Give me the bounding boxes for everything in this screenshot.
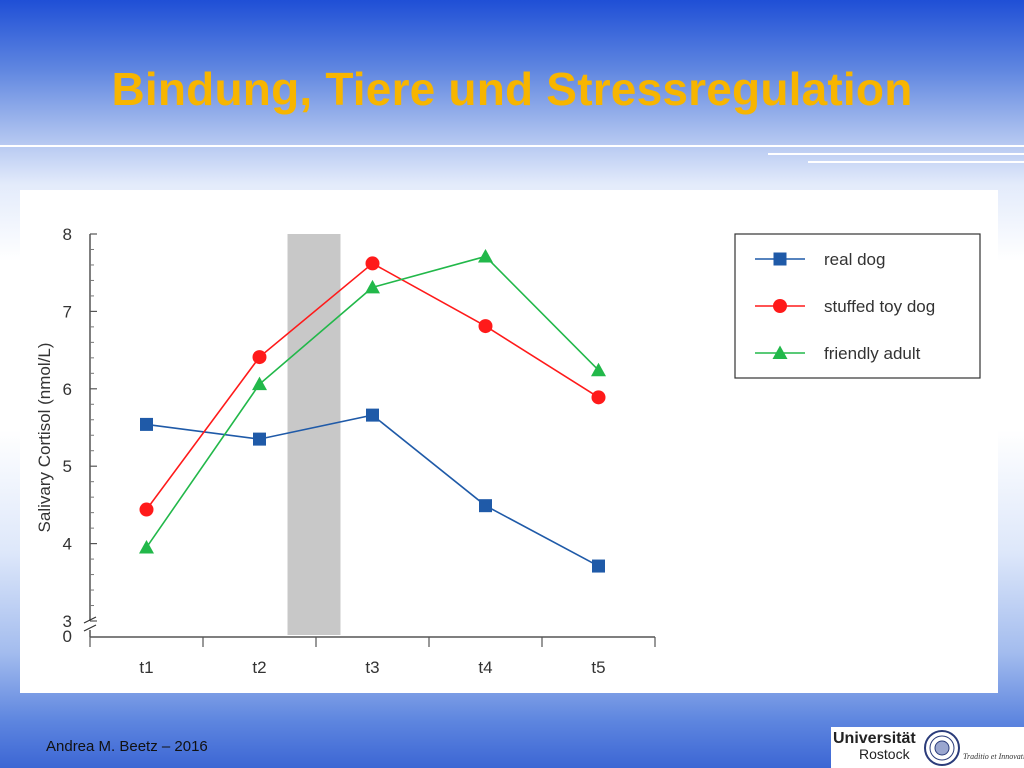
logo-name: Universität: [833, 730, 916, 747]
footer-author: Andrea M. Beetz – 2016: [46, 738, 208, 755]
series-line-real-dog: [146, 414, 599, 567]
data-point-friendly-adult: [139, 539, 154, 554]
y-tick-label: 5: [63, 457, 72, 476]
data-point-real-dog: [253, 432, 266, 446]
logo-city: Rostock: [859, 746, 910, 762]
y-tick-label: 3: [63, 612, 72, 631]
data-point-friendly-adult: [252, 376, 267, 391]
university-seal-icon: [924, 730, 960, 766]
legend-marker-stuffed-toy-dog: [773, 299, 787, 313]
data-point-real-dog: [592, 559, 605, 573]
y-axis-break-mark: [83, 616, 97, 624]
data-point-stuffed-toy-dog: [365, 256, 380, 271]
logo-motto: Traditio et Innovatio: [963, 752, 1024, 761]
shaded-interval-band: [287, 234, 341, 635]
data-point-stuffed-toy-dog: [252, 350, 267, 365]
legend-label-stuffed-toy-dog: stuffed toy dog: [824, 297, 935, 316]
y-axis-break-mark: [83, 624, 97, 632]
slide-title: Bindung, Tiere und Stressregulation: [111, 63, 913, 115]
y-tick-label: 7: [63, 302, 72, 321]
header-rule-long: [0, 145, 1024, 147]
x-tick-label: t4: [478, 658, 492, 677]
data-point-friendly-adult: [591, 362, 606, 377]
legend-marker-friendly-adult: [772, 345, 788, 359]
series-line-stuffed-toy-dog: [145, 262, 599, 511]
data-point-stuffed-toy-dog: [478, 319, 493, 334]
header-rule-short-2: [808, 161, 1024, 163]
data-point-real-dog: [140, 417, 153, 431]
header-rule-short-1: [768, 153, 1024, 155]
legend-marker-real-dog: [773, 252, 787, 266]
data-point-friendly-adult: [365, 279, 380, 294]
data-point-real-dog: [366, 408, 379, 422]
university-logo: Universität Rostock Traditio et Innovati…: [831, 727, 1024, 768]
x-tick-label: t5: [591, 658, 605, 677]
data-point-stuffed-toy-dog: [139, 502, 154, 517]
chart-panel: 3 4 5 6 7 8 0 t1 t2 t3 t4 t5 Salivary Cortisol (nmol…: [20, 190, 998, 693]
y-axis-title: Salivary Cortisol (nmol/L): [35, 343, 54, 533]
data-point-friendly-adult: [478, 248, 493, 263]
cortisol-line-chart: 3 4 5 6 7 8 0 t1 t2 t3 t4 t5 Salivary Cortisol (nmol…: [35, 225, 981, 677]
x-tick-label: t3: [365, 658, 379, 677]
legend-label-real-dog: real dog: [824, 250, 885, 269]
legend-label-friendly-adult: friendly adult: [824, 344, 921, 363]
series-line-friendly-adult: [145, 255, 600, 548]
x-tick-label: t1: [139, 658, 153, 677]
data-point-stuffed-toy-dog: [591, 390, 606, 405]
y-tick-label: 4: [63, 535, 72, 554]
y-tick-label: 6: [63, 380, 72, 399]
y-tick-label: 8: [63, 225, 72, 244]
y-zero-label: 0: [63, 627, 72, 646]
data-point-real-dog: [479, 499, 492, 513]
x-tick-label: t2: [252, 658, 266, 677]
